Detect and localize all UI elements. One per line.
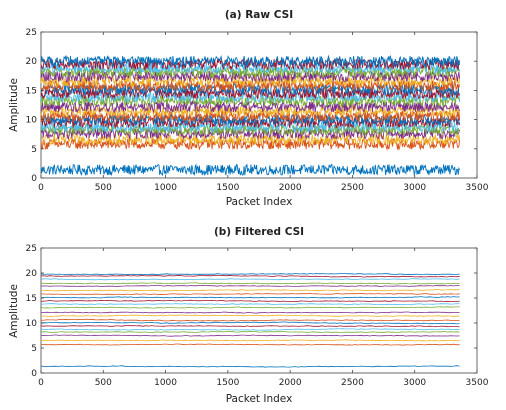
x-tick-labels: 0 500 1000 1500 2000 2500 3000 3500 [38,32,489,193]
x-tick-label: 500 [95,183,112,193]
y-tick-label: 25 [26,244,37,254]
series-line [41,282,460,285]
series-line [41,288,460,292]
y-tick-label: 5 [31,344,37,354]
x-tick-label: 1000 [154,378,177,388]
x-axis-label: Packet Index [226,393,293,405]
x-tick-label: 2000 [279,378,302,388]
x-tick-label: 0 [38,378,44,388]
y-tick-label: 5 [31,145,37,155]
x-tick-label: 1500 [216,378,239,388]
y-axis-label: Amplitude [8,78,20,132]
series-line [41,321,460,325]
x-tick-label: 1500 [216,183,239,193]
x-tick-label: 2500 [341,378,364,388]
plot-frame [40,247,478,374]
y-tick-label: 25 [26,28,37,38]
series-line [41,334,460,337]
series-line [41,296,460,299]
series-line [41,132,461,147]
series-line [40,86,461,100]
y-tick-labels: 0 5 10 15 20 25 [26,28,477,184]
x-tick-label: 2500 [341,183,364,193]
series-line [41,285,460,288]
x-tick-label: 2000 [279,183,302,193]
y-tick-label: 0 [31,174,37,184]
x-tick-labels: 0 500 1000 1500 2000 2500 3000 3500 [38,248,489,388]
chart-title: (b) Filtered CSI [214,226,304,238]
series-line [41,274,460,278]
y-tick-label: 20 [26,269,38,279]
series-line [41,306,460,309]
series-line [41,330,460,333]
x-axis-label: Packet Index [226,196,293,208]
series-line [41,293,460,296]
series-group [40,54,461,177]
series-line [41,278,460,281]
series-line [41,325,460,328]
series-line [40,120,461,134]
series-line [41,303,460,306]
filtered-csi-chart: (b) Filtered CSI 0 500 1000 1500 2000 2500 300… [8,226,489,405]
x-tick-label: 0 [38,183,44,193]
x-tick-label: 3000 [403,183,426,193]
raw-csi-chart: (a) Raw CSI 0 500 1000 1500 2000 2500 3000 3500… [8,9,489,208]
series-line [41,314,460,318]
series-line [41,343,460,346]
y-tick-label: 10 [26,116,38,126]
x-tick-label: 3500 [466,183,489,193]
x-tick-label: 1000 [154,183,177,193]
y-tick-label: 15 [26,294,37,304]
x-tick-label: 3000 [403,378,426,388]
x-tick-label: 3500 [466,378,489,388]
series-line [41,311,460,314]
series-line [40,163,461,177]
series-line [41,339,460,342]
series-line [41,318,460,322]
plot-frame [40,31,478,179]
y-tick-label: 0 [31,369,37,379]
series-line [41,299,460,303]
x-tick-label: 500 [95,378,112,388]
chart-title: (a) Raw CSI [225,9,293,21]
y-tick-label: 20 [26,57,38,67]
y-tick-labels: 0 5 10 15 20 25 [26,244,477,379]
series-line [40,54,461,69]
series-line [41,328,460,331]
series-line [40,99,461,114]
y-tick-label: 15 [26,86,37,96]
y-tick-label: 10 [26,319,38,329]
series-line [41,365,460,368]
series-line [40,79,461,93]
series-group [41,272,460,368]
y-axis-label: Amplitude [8,284,20,338]
series-line [41,272,460,276]
